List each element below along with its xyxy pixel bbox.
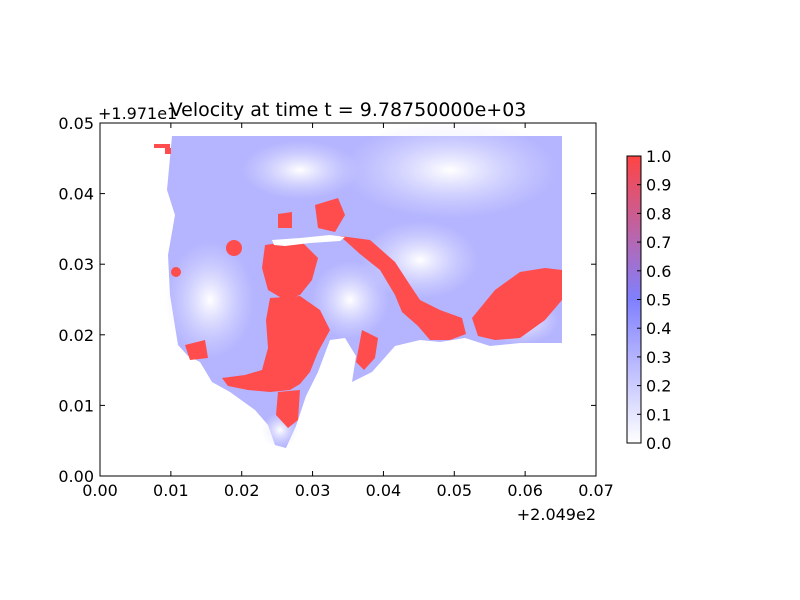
x-tick-label: 0.04 — [366, 481, 402, 500]
colorbar-tick-label: 0.1 — [646, 405, 671, 424]
colorbar-tick-label: 0.2 — [646, 377, 671, 396]
y-tick-label: 0.01 — [58, 396, 94, 415]
x-tick-label: 0.01 — [153, 481, 189, 500]
x-tick-label: 0.06 — [507, 481, 543, 500]
y-tick-label: 0.05 — [58, 114, 94, 133]
axes-frame — [99, 122, 597, 477]
colorbar-tick-label: 0.7 — [646, 233, 671, 252]
y-tick-label: 0.04 — [58, 185, 94, 204]
high-velocity-regions — [154, 144, 562, 428]
x-tick-label: 0.07 — [578, 481, 614, 500]
colorbar: 0.0 0.1 0.2 0.3 0.4 0.5 0.6 0.7 0.8 0.9 1.0 — [626, 147, 671, 453]
chart-title: Velocity at time t = 9.78750000e+03 — [170, 99, 527, 121]
y-axis: 0.00 0.01 0.02 0.03 0.04 0.05 — [58, 114, 596, 486]
calm-region — [240, 140, 360, 200]
x-offset-label: +2.049e2 — [517, 505, 596, 524]
y-offset-label: +1.971e1 — [98, 104, 177, 123]
colorbar-ticks: 0.0 0.1 0.2 0.3 0.4 0.5 0.6 0.7 0.8 0.9 1.0 — [637, 147, 671, 453]
colorbar-tick-label: 0.5 — [646, 291, 671, 310]
colorbar-tick-label: 0.3 — [646, 348, 671, 367]
colorbar-tick-label: 0.4 — [646, 319, 671, 338]
y-tick-label: 0.03 — [58, 255, 94, 274]
y-tick-label: 0.00 — [58, 467, 94, 486]
colorbar-tick-label: 1.0 — [646, 147, 671, 166]
x-tick-label: 0.03 — [295, 481, 331, 500]
calm-region — [340, 123, 560, 220]
colorbar-tick-label: 0.6 — [646, 262, 671, 281]
ice-streak — [272, 235, 345, 246]
x-tick-label: 0.05 — [436, 481, 472, 500]
colorbar-tick-label: 0.8 — [646, 204, 671, 223]
colorbar-tick-label: 0.9 — [646, 176, 671, 195]
calm-region — [165, 240, 255, 360]
y-tick-label: 0.02 — [58, 326, 94, 345]
x-tick-label: 0.02 — [224, 481, 260, 500]
plot-area — [154, 123, 562, 448]
x-tick-label: 0.00 — [82, 481, 118, 500]
colorbar-tick-label: 0.0 — [646, 434, 671, 453]
calm-region — [310, 260, 390, 340]
x-axis: 0.00 0.01 0.02 0.03 0.04 0.05 0.06 0.07 — [82, 123, 614, 500]
